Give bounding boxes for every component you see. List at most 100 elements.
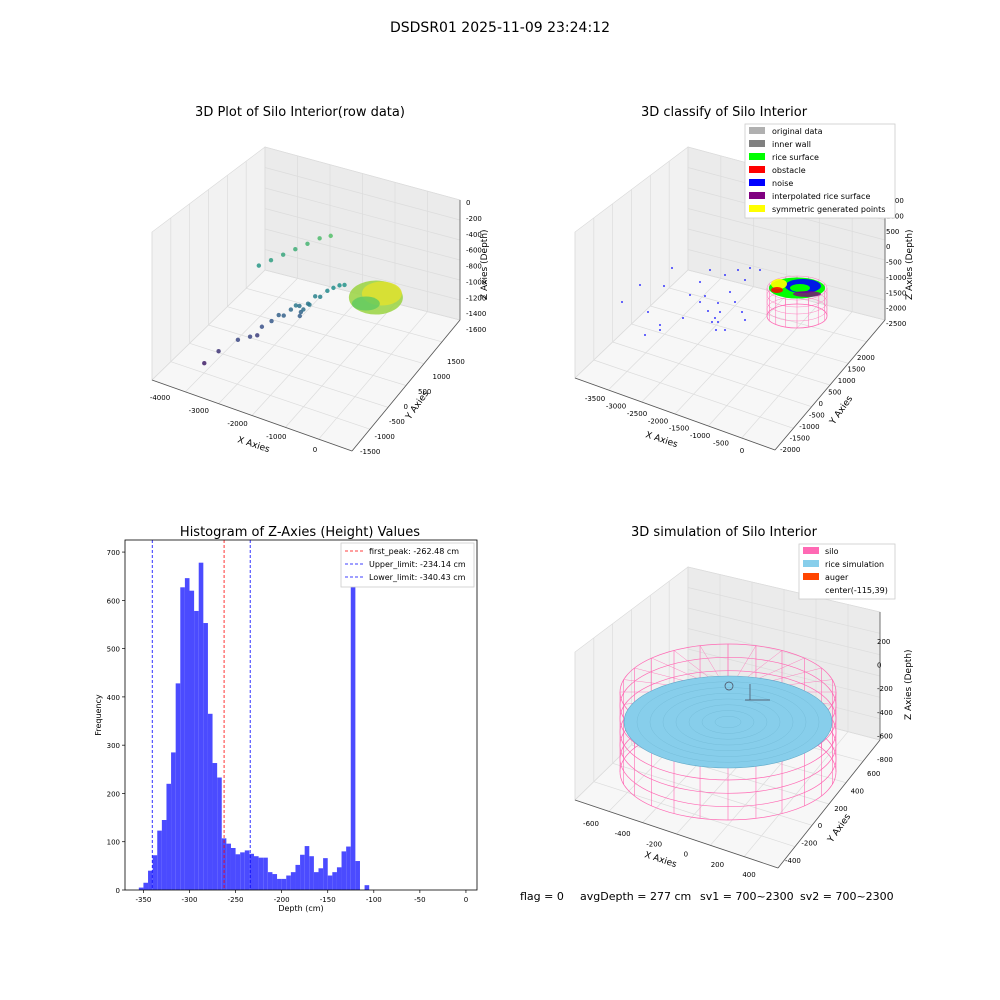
classify-legend-swatch — [749, 192, 765, 199]
noise-point — [717, 302, 719, 304]
histogram-bar — [152, 855, 158, 890]
back-pane-gridline — [687, 249, 886, 301]
histogram-title: Histogram of Z-Axies (Height) Values — [180, 525, 420, 540]
floor-gridline — [170, 361, 371, 430]
classify-y-tick-label: -1500 — [790, 435, 810, 443]
raw-y-tick-label: -1000 — [375, 433, 395, 441]
y-axis-line — [777, 739, 881, 869]
floor-gridline — [208, 324, 407, 386]
histogram-bar — [161, 820, 167, 890]
histogram-bar — [207, 713, 213, 890]
interpolated-surface — [793, 291, 821, 297]
simulation-title: 3D simulation of Silo Interior — [631, 525, 818, 540]
histogram-bar — [143, 882, 149, 890]
histogram-bar — [171, 752, 176, 890]
simulation-legend-swatch — [803, 547, 819, 554]
classify-y-tick-label: -1000 — [799, 423, 819, 431]
histogram-x-ticks: -350 -300 -250 -200 -150 -100 -50 0 — [135, 890, 468, 904]
histogram-bar — [327, 875, 333, 890]
histogram-x-tick-label: -50 — [414, 896, 425, 904]
raw-data-point — [325, 288, 330, 294]
noise-point — [639, 284, 641, 286]
classify-z-axis-label: Z Axies (Depth) — [905, 229, 915, 300]
rice-mesh-ring — [688, 704, 768, 740]
raw-x-tick-label: -1000 — [266, 433, 286, 441]
raw-data-point — [288, 307, 294, 312]
classify-legend-swatch — [749, 166, 765, 173]
simulation-z-tick-label: -400 — [877, 709, 893, 717]
raw-data-point — [281, 313, 286, 318]
raw-z-tick-label: -1200 — [466, 294, 486, 302]
back-pane-gridline — [687, 566, 881, 613]
raw-data-point — [328, 233, 333, 239]
simulation-legend-label: silo — [825, 547, 839, 556]
histogram-bar — [235, 854, 241, 890]
histogram-reference-lines — [151, 540, 251, 890]
classify-legend-label: original data — [772, 127, 823, 136]
simulation-z-tick-label: -600 — [877, 732, 893, 740]
histogram-x-tick-label: -150 — [320, 896, 336, 904]
classify-legend-box — [744, 123, 896, 219]
floor-gridline — [593, 781, 796, 847]
histogram-bar — [184, 578, 190, 890]
histogram-bar — [277, 878, 282, 890]
noise-point — [715, 329, 717, 331]
histogram-bar — [281, 878, 287, 890]
histogram-y-tick-label: 600 — [107, 597, 120, 605]
rice-surface-center — [790, 284, 810, 292]
histogram-bar — [258, 857, 264, 890]
raw-z-tick-label: 0 — [466, 199, 470, 207]
histogram-bar — [304, 846, 310, 890]
classify-legend-swatch — [749, 179, 765, 186]
simulation-y-tick-label: 0 — [818, 822, 822, 830]
noise-point — [714, 317, 716, 319]
floor-gridline — [189, 343, 389, 408]
simulation-legend-label: center(-115,39) — [825, 586, 888, 595]
noise-point — [709, 269, 711, 271]
back-pane-gridline — [687, 648, 881, 698]
histogram-bar — [212, 763, 218, 890]
classify-y-tick-label: 1000 — [838, 377, 856, 385]
simulation-x-tick-label: 200 — [711, 861, 724, 869]
rice-mesh-ring — [675, 698, 781, 746]
classify-y-tick-label: 2000 — [857, 354, 875, 362]
simulation-legend: silo rice simulation auger center(-115,39) — [798, 543, 896, 600]
raw-x-tick-label: -2000 — [227, 420, 247, 428]
simulation-y-tick-label: 400 — [851, 787, 864, 795]
noise-point — [671, 267, 673, 269]
classify-x-tick-label: -1500 — [669, 425, 689, 433]
classify-z-tick-label: 500 — [886, 228, 899, 236]
rice-mesh-ring — [649, 687, 807, 757]
histogram-bar — [295, 864, 301, 890]
noise-point — [724, 329, 726, 331]
footer-avgdepth: avgDepth = 277 cm — [580, 890, 691, 903]
raw-data-point — [247, 334, 253, 339]
raw-data-point — [307, 302, 312, 307]
histogram-bar — [267, 872, 273, 890]
classify-legend-label: inner wall — [772, 140, 811, 149]
noise-point — [729, 291, 731, 293]
back-pane-gridline — [687, 607, 881, 656]
back-pane-gridline — [264, 187, 461, 241]
raw-z-tick-label: -1400 — [466, 310, 486, 318]
raw-data-point — [331, 285, 336, 291]
noise-point — [644, 334, 646, 336]
floor-gridline — [669, 287, 867, 343]
raw-x-tick-label: -3000 — [189, 407, 209, 415]
histogram-x-tick-label: -200 — [274, 896, 290, 904]
y-axis-line — [774, 319, 886, 451]
raw-x-tick-label: -4000 — [150, 394, 170, 402]
histogram-legend: first_peak: -262.48 cm Upper_limit: -234.… — [340, 542, 475, 588]
histogram-bar — [166, 783, 172, 890]
histogram-x-tick-label: 0 — [464, 896, 468, 904]
noise-point — [647, 311, 649, 313]
noise-point — [724, 274, 726, 276]
raw-data-point — [216, 349, 221, 354]
classify-legend-items: original data inner wall rice surface obsta… — [749, 127, 885, 214]
rice-mesh-ring — [714, 716, 742, 728]
raw-data-point — [276, 312, 281, 318]
histogram-bar — [240, 852, 245, 890]
classify-x-tick-label: -2000 — [648, 417, 668, 425]
classify-legend-label: symmetric generated points — [772, 205, 885, 214]
